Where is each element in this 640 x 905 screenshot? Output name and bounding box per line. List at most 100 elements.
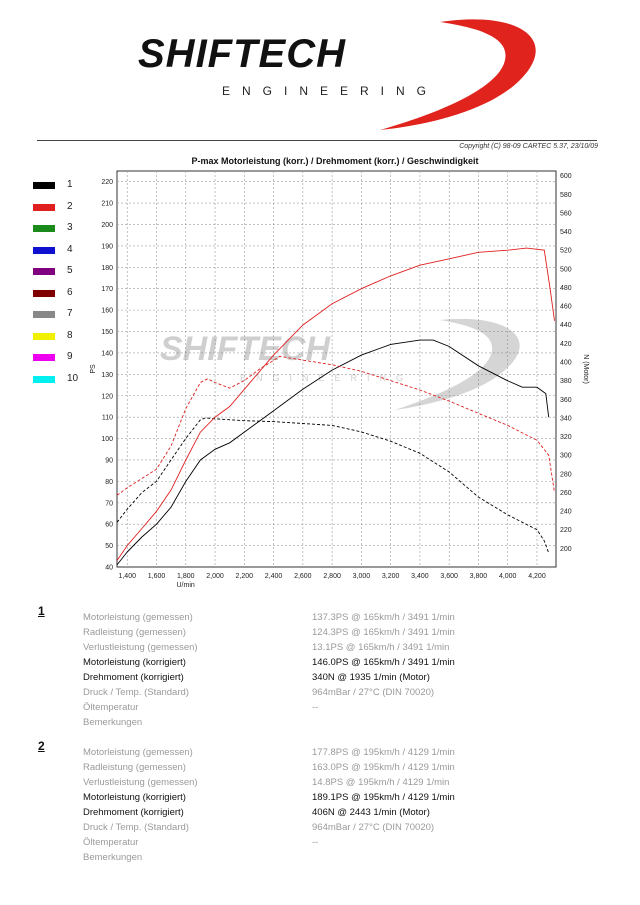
y-left-tick-label: 120 <box>101 393 113 400</box>
y-left-tick-label: 170 <box>101 286 113 293</box>
x-tick-label: 2,600 <box>294 573 312 580</box>
legend-item: 9 <box>33 351 93 366</box>
result-row: Öltemperatur -- <box>0 702 640 717</box>
y-right-tick-label: 500 <box>560 266 572 273</box>
y-left-tick-label: 110 <box>102 415 113 422</box>
result-label: Verlustleistung (gemessen) <box>83 777 198 788</box>
y-right-tick-label: 560 <box>560 210 572 217</box>
series-1-power-line <box>116 339 550 566</box>
result-block-number: 1 <box>38 604 45 618</box>
header-logo: SHIFTECH ENGINEERING <box>0 0 640 135</box>
y-right-tick-label: 520 <box>560 248 572 255</box>
result-label: Öltemperatur <box>83 702 139 713</box>
result-value: 406N @ 2443 1/min (Motor) <box>312 807 430 818</box>
legend-item: 7 <box>33 308 93 323</box>
result-value: 177.8PS @ 195km/h / 4129 1/min <box>312 747 455 758</box>
series-2-power-line <box>116 247 555 561</box>
result-value: -- <box>312 702 319 713</box>
logo-text: SHIFTECH <box>138 32 346 76</box>
result-label: Radleistung (gemessen) <box>83 627 186 638</box>
result-row: Radleistung (gemessen) 163.0PS @ 195km/h … <box>0 762 640 777</box>
y-right-tick-label: 580 <box>560 192 572 199</box>
y-right-tick-label: 460 <box>560 304 572 311</box>
y-right-tick-label: 480 <box>560 285 572 292</box>
y-right-tick-label: 600 <box>560 173 572 180</box>
y-right-tick-label: 440 <box>560 322 572 329</box>
result-value: 14.8PS @ 195km/h / 4129 1/min <box>312 777 450 788</box>
result-value: 189.1PS @ 195km/h / 4129 1/min <box>312 792 455 803</box>
y-left-tick-label: 130 <box>101 372 113 379</box>
result-row: Druck / Temp. (Standard) 964mBar / 27°C (… <box>0 822 640 837</box>
result-row: Motorleistung (korrigiert) 146.0PS @ 165k… <box>0 657 640 672</box>
result-row: Motorleistung (gemessen) 177.8PS @ 195km/… <box>0 747 640 762</box>
legend-item: 4 <box>33 243 93 259</box>
y-left-tick-label: 220 <box>101 179 113 186</box>
result-label: Druck / Temp. (Standard) <box>83 822 189 833</box>
x-tick-label: 4,000 <box>499 573 517 580</box>
legend-label: 7 <box>67 308 73 319</box>
legend-label: 3 <box>67 222 73 233</box>
x-tick-label: 3,200 <box>382 573 400 580</box>
logo-swoosh-icon <box>380 19 536 131</box>
legend-swatch <box>33 268 55 275</box>
result-row: Motorleistung (gemessen) 137.3PS @ 165km/… <box>0 612 640 627</box>
result-row: Verlustleistung (gemessen) 14.8PS @ 195km… <box>0 777 640 792</box>
plot-frame <box>116 170 557 568</box>
result-row: Drehmoment (korrigiert) 340N @ 1935 1/min… <box>0 672 640 687</box>
result-row: Drehmoment (korrigiert) 406N @ 2443 1/min… <box>0 807 640 822</box>
y-right-axis-label: N (Motor) <box>582 354 589 384</box>
y-left-axis-label: PS <box>90 364 97 374</box>
y-right-tick-label: 280 <box>560 471 572 478</box>
legend-label: 4 <box>67 243 73 255</box>
result-label: Radleistung (gemessen) <box>83 762 186 773</box>
y-right-tick-label: 360 <box>560 397 572 404</box>
legend-swatch <box>33 289 55 297</box>
result-value: 340N @ 1935 1/min (Motor) <box>312 672 430 683</box>
watermark-subtitle: ENGINEERING <box>240 373 413 383</box>
result-value: 964mBar / 27°C (DIN 70020) <box>312 822 435 833</box>
y-right-tick-label: 260 <box>560 490 572 497</box>
y-left-tick-label: 140 <box>101 350 113 357</box>
copyright-text: Copyright (C) 98-09 CARTEC 5.37, 23/10/0… <box>459 143 598 150</box>
legend-item: 2 <box>33 201 93 216</box>
result-label: Bemerkungen <box>83 717 143 728</box>
x-tick-label: 1,600 <box>148 573 166 580</box>
y-left-tick-label: 150 <box>101 329 113 336</box>
dyno-chart: 1,400 1,600 1,800 2,000 2,200 2,400 2,600 2,800… <box>90 170 589 589</box>
result-block-number: 2 <box>38 739 45 753</box>
x-tick-label: 3,000 <box>353 573 371 580</box>
x-tick-label: 1,400 <box>118 573 136 580</box>
y-right-tick-label: 420 <box>560 341 572 348</box>
y-right-tick-label: 380 <box>560 378 572 385</box>
y-left-tick-label: 100 <box>101 436 113 443</box>
result-row: Bemerkungen <box>0 717 640 732</box>
legend-swatch <box>33 332 55 340</box>
result-label: Öltemperatur <box>83 837 139 848</box>
result-label: Bemerkungen <box>83 852 143 863</box>
legend-item: 8 <box>33 330 93 345</box>
y-left-tick-label: 60 <box>105 522 113 529</box>
x-tick-label: 2,800 <box>323 573 341 580</box>
y-left-tick-label: 160 <box>101 308 113 315</box>
y-left-tick-label: 40 <box>105 565 113 572</box>
legend-label: 1 <box>67 179 73 190</box>
y-left-tick-label: 180 <box>101 265 113 272</box>
result-label: Drehmoment (korrigiert) <box>83 672 184 683</box>
legend-item: 10 <box>33 373 93 388</box>
legend-item: 6 <box>33 287 93 302</box>
x-axis-label: U/min <box>177 582 195 589</box>
result-value: 163.0PS @ 195km/h / 4129 1/min <box>312 762 455 773</box>
result-row: Bemerkungen <box>0 852 640 867</box>
y-left-tick-label: 210 <box>101 201 113 208</box>
legend-label: 5 <box>67 265 73 276</box>
x-tick-label: 2,400 <box>265 573 283 580</box>
y-right-tick-label: 540 <box>560 229 572 236</box>
legend-item: 1 <box>33 179 93 194</box>
result-value: 13.1PS @ 165km/h / 3491 1/min <box>312 642 450 653</box>
watermark-logo: SHIFTECH ENGINEERING <box>160 318 520 410</box>
x-tick-label: 3,400 <box>411 573 429 580</box>
legend-swatch <box>33 375 55 383</box>
watermark-swoosh-icon <box>395 318 520 410</box>
x-tick-label: 2,200 <box>236 573 254 580</box>
result-label: Motorleistung (korrigiert) <box>83 657 186 668</box>
